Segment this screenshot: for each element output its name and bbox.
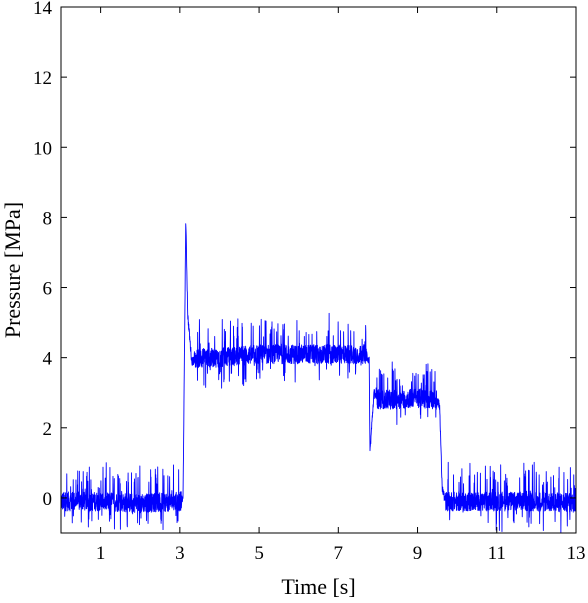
y-tick-label: 6 (43, 279, 53, 300)
y-axis-label: Pressure [MPa] (0, 202, 25, 338)
x-tick-label: 7 (334, 543, 344, 564)
y-tick-label: 4 (43, 349, 53, 370)
pressure-series-line (60, 223, 577, 534)
plot-frame (60, 6, 577, 534)
x-tick-label: 11 (488, 543, 506, 564)
x-tick-label: 13 (567, 543, 586, 564)
y-tick-label: 0 (43, 489, 53, 510)
series-layer (60, 223, 577, 534)
y-tick-label: 8 (43, 208, 53, 229)
y-tick-label: 10 (33, 138, 52, 159)
y-tick-label: 2 (43, 419, 53, 440)
x-axis-label: Time [s] (281, 574, 355, 599)
x-tick-label: 3 (175, 543, 185, 564)
x-tick-label: 5 (254, 543, 264, 564)
y-tick-label: 12 (33, 68, 52, 89)
x-tick-label: 1 (96, 543, 106, 564)
y-tick-label: 14 (33, 0, 53, 19)
x-tick-label: 9 (413, 543, 423, 564)
